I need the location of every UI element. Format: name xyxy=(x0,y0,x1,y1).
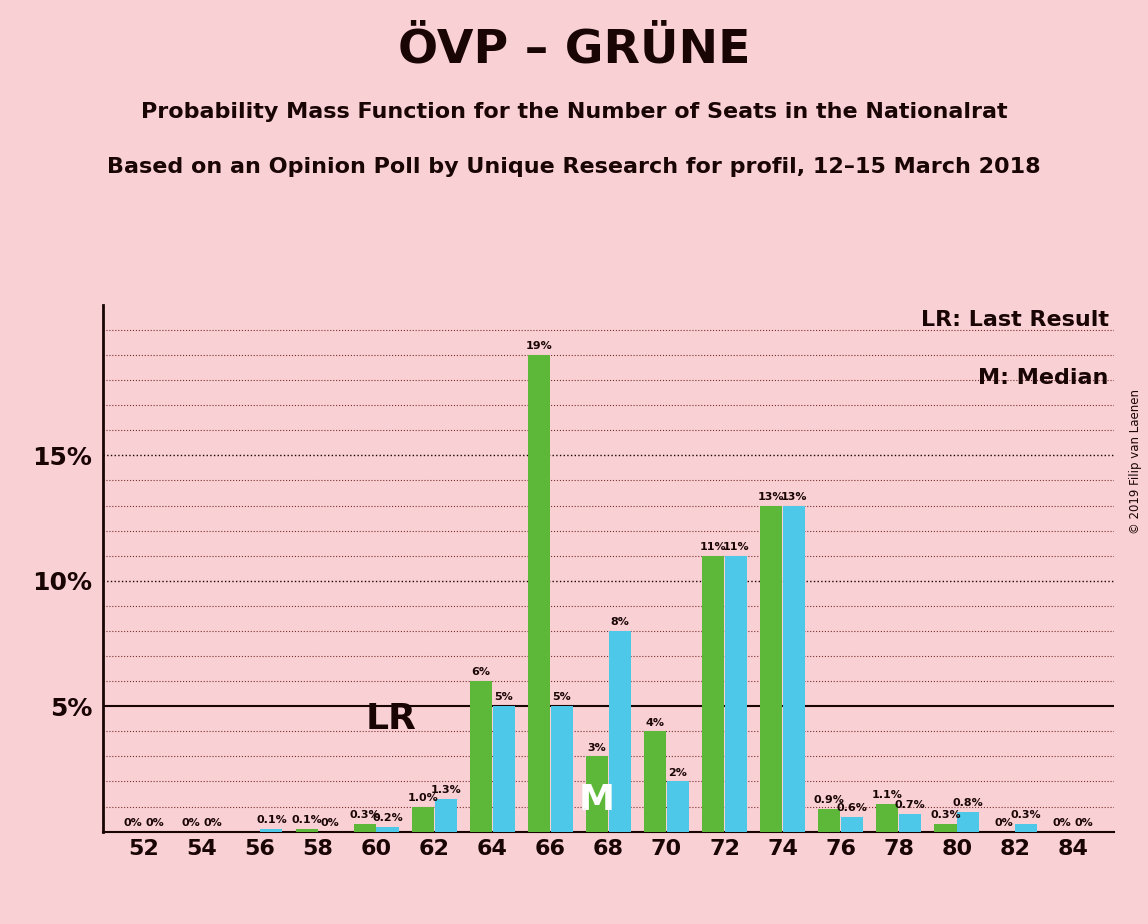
Bar xyxy=(667,782,689,832)
Text: Based on an Opinion Poll by Unique Research for profil, 12–15 March 2018: Based on an Opinion Poll by Unique Resea… xyxy=(107,157,1041,177)
Text: 0.3%: 0.3% xyxy=(1011,810,1041,821)
Text: M: M xyxy=(579,783,615,817)
Text: LR: LR xyxy=(365,702,417,736)
Text: 13%: 13% xyxy=(781,492,807,502)
Text: M: Median: M: Median xyxy=(978,368,1109,388)
Text: ÖVP – GRÜNE: ÖVP – GRÜNE xyxy=(397,28,751,73)
Text: 0.2%: 0.2% xyxy=(372,813,403,822)
Bar xyxy=(551,706,573,832)
Text: 0.1%: 0.1% xyxy=(292,815,323,825)
Bar xyxy=(819,809,840,832)
Bar xyxy=(296,829,318,832)
Text: 0.9%: 0.9% xyxy=(814,796,845,805)
Text: 0%: 0% xyxy=(204,818,223,828)
Bar xyxy=(841,817,863,832)
Bar xyxy=(876,804,899,832)
Text: 0%: 0% xyxy=(1053,818,1071,828)
Text: 3%: 3% xyxy=(588,743,606,752)
Text: 6%: 6% xyxy=(472,667,490,677)
Bar xyxy=(644,731,666,832)
Text: 0.1%: 0.1% xyxy=(256,815,287,825)
Bar xyxy=(354,824,375,832)
Text: 13%: 13% xyxy=(758,492,784,502)
Bar xyxy=(470,681,492,832)
Text: 4%: 4% xyxy=(645,718,665,727)
Text: 0%: 0% xyxy=(123,818,142,828)
Text: 1.1%: 1.1% xyxy=(872,790,902,800)
Bar xyxy=(899,814,921,832)
Bar xyxy=(435,799,457,832)
Text: 1.3%: 1.3% xyxy=(430,785,461,796)
Text: 11%: 11% xyxy=(722,542,750,552)
Bar xyxy=(957,811,979,832)
Text: 5%: 5% xyxy=(552,692,571,702)
Bar xyxy=(703,555,724,832)
Bar xyxy=(528,355,550,832)
Bar xyxy=(377,827,398,832)
Text: 8%: 8% xyxy=(611,617,629,627)
Text: 0%: 0% xyxy=(1075,818,1094,828)
Text: 2%: 2% xyxy=(668,768,688,778)
Bar xyxy=(1015,824,1037,832)
Text: © 2019 Filip van Laenen: © 2019 Filip van Laenen xyxy=(1130,390,1142,534)
Bar xyxy=(261,829,282,832)
Text: LR: Last Result: LR: Last Result xyxy=(921,310,1109,330)
Bar xyxy=(412,807,434,832)
Text: 0%: 0% xyxy=(181,818,200,828)
Text: 19%: 19% xyxy=(526,341,552,351)
Text: 0.3%: 0.3% xyxy=(930,810,961,821)
Bar xyxy=(724,555,747,832)
Text: 1.0%: 1.0% xyxy=(408,793,439,803)
Text: 11%: 11% xyxy=(700,542,727,552)
Text: 0.8%: 0.8% xyxy=(953,797,984,808)
Bar xyxy=(783,505,805,832)
Text: 0%: 0% xyxy=(146,818,164,828)
Bar xyxy=(608,631,630,832)
Text: 0.6%: 0.6% xyxy=(837,803,868,813)
Text: 0%: 0% xyxy=(320,818,339,828)
Text: 0%: 0% xyxy=(994,818,1013,828)
Text: 0.7%: 0.7% xyxy=(894,800,925,810)
Text: Probability Mass Function for the Number of Seats in the Nationalrat: Probability Mass Function for the Number… xyxy=(141,102,1007,122)
Bar xyxy=(492,706,514,832)
Text: 0.3%: 0.3% xyxy=(350,810,380,821)
Bar xyxy=(760,505,782,832)
Bar xyxy=(587,757,608,832)
Bar xyxy=(934,824,956,832)
Text: 5%: 5% xyxy=(495,692,513,702)
